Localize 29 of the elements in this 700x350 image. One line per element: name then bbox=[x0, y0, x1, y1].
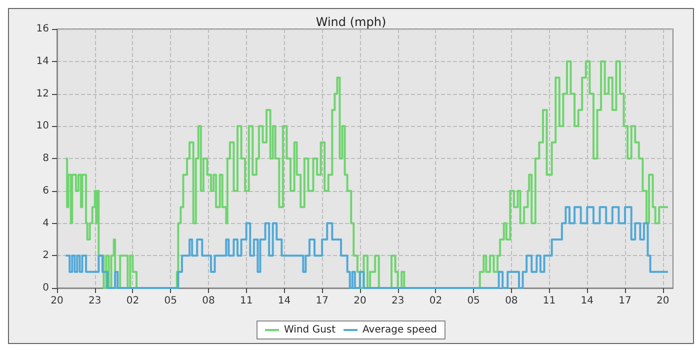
y-tick-label: 6 bbox=[42, 185, 49, 196]
x-tick-label: 08 bbox=[202, 296, 215, 306]
x-tick-label: 02 bbox=[126, 296, 140, 306]
x-tick-label: 14 bbox=[580, 296, 594, 306]
chart-title: Wind (mph) bbox=[316, 15, 386, 29]
x-tick-label: 08 bbox=[505, 296, 518, 306]
legend-label: Average speed bbox=[362, 324, 437, 336]
y-tick-label: 12 bbox=[36, 88, 49, 100]
y-tick-label: 4 bbox=[42, 218, 49, 229]
x-tick-label: 23 bbox=[88, 296, 102, 306]
x-tick-label: 11 bbox=[542, 296, 556, 306]
x-tick-label: 23 bbox=[391, 296, 404, 306]
x-tick-label: 05 bbox=[467, 296, 480, 306]
x-tick-label: 20 bbox=[656, 296, 670, 306]
x-tick-label: 02 bbox=[429, 296, 442, 306]
x-tick-label: 17 bbox=[316, 296, 328, 306]
x-tick-label: 11 bbox=[240, 296, 253, 306]
x-tick-label: 17 bbox=[618, 296, 632, 306]
x-tick-label: 20 bbox=[50, 296, 64, 306]
legend-label: Wind Gust bbox=[284, 324, 336, 336]
x-tick-label: 20 bbox=[354, 296, 366, 306]
y-tick-label: 16 bbox=[36, 24, 49, 34]
x-tick-label: 14 bbox=[278, 296, 291, 306]
y-tick-label: 10 bbox=[36, 120, 49, 132]
y-tick-label: 0 bbox=[42, 282, 49, 294]
y-tick-label: 2 bbox=[42, 250, 49, 262]
x-tick-label: 05 bbox=[164, 296, 177, 306]
y-tick-label: 14 bbox=[36, 56, 49, 67]
y-tick-label: 8 bbox=[42, 153, 49, 164]
